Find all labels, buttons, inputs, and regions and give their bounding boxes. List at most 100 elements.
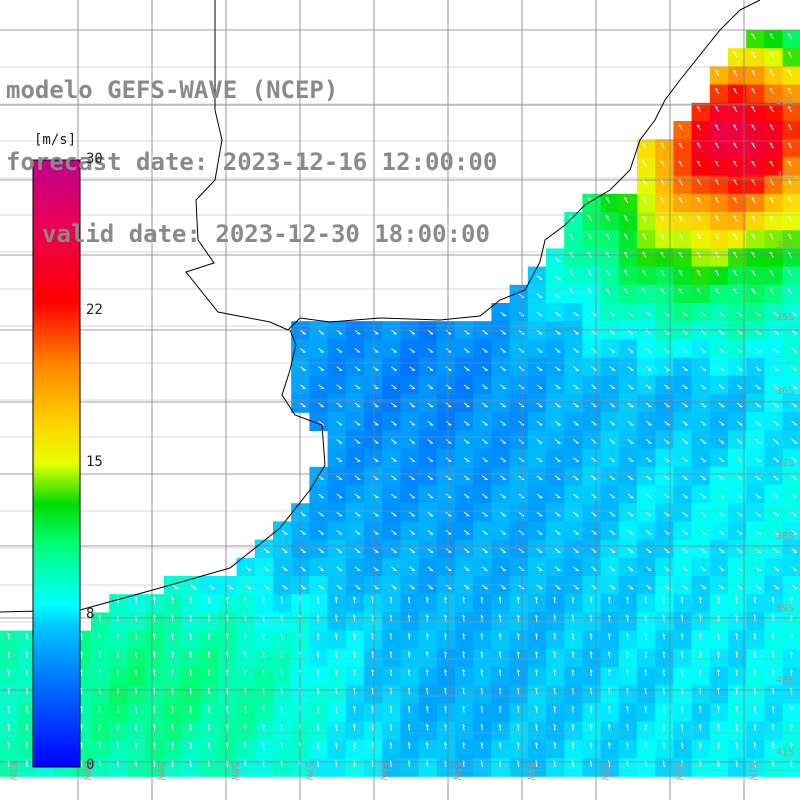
wind-cell xyxy=(309,594,329,613)
wind-cell xyxy=(782,703,800,723)
wind-arrow xyxy=(371,724,374,731)
wind-arrow xyxy=(662,669,665,677)
wind-cell xyxy=(564,721,583,741)
wind-arrow xyxy=(700,457,707,462)
wind-cell xyxy=(709,685,729,704)
wind-arrow xyxy=(427,493,434,499)
wind-arrow xyxy=(300,566,306,571)
wind-arrow-head xyxy=(642,142,646,145)
wind-cell xyxy=(782,648,800,668)
wind-arrow xyxy=(480,706,483,713)
wind-arrow xyxy=(696,233,702,240)
wind-cell xyxy=(600,739,620,759)
wind-arrow xyxy=(735,669,738,677)
wind-arrow xyxy=(645,348,652,353)
wind-cell xyxy=(728,594,747,613)
wind-arrow-head xyxy=(626,724,629,727)
wind-arrow xyxy=(536,311,543,317)
wind-cell xyxy=(491,739,511,759)
wind-cell xyxy=(327,630,347,650)
wind-arrow xyxy=(98,742,101,749)
wind-arrow xyxy=(791,566,798,571)
wind-arrow xyxy=(605,233,611,240)
wind-cell xyxy=(163,667,183,686)
wind-arrow xyxy=(791,366,798,371)
wind-arrow-head xyxy=(171,614,174,618)
wind-arrow xyxy=(696,124,702,131)
wind-arrow-head xyxy=(116,614,120,618)
wind-arrow xyxy=(699,596,702,604)
wind-cell xyxy=(782,485,800,504)
wind-cell xyxy=(418,594,438,613)
wind-cell xyxy=(600,685,620,704)
wind-arrow xyxy=(462,724,465,731)
wind-arrow xyxy=(463,584,470,590)
wind-arrow xyxy=(626,596,629,604)
wind-arrow xyxy=(717,724,720,731)
wind-arrow xyxy=(280,669,283,677)
wind-arrow-head xyxy=(787,87,791,91)
wind-arrow-head xyxy=(769,33,773,36)
wind-arrow xyxy=(280,742,283,749)
wind-cell xyxy=(691,139,711,158)
wind-arrow xyxy=(791,439,798,444)
wind-arrow xyxy=(718,584,725,590)
wind-arrow xyxy=(353,633,356,640)
wind-arrow xyxy=(755,311,761,317)
wind-arrow-head xyxy=(153,633,156,636)
wind-cell xyxy=(163,630,183,650)
wind-cell xyxy=(364,758,383,777)
wind-cell xyxy=(564,284,583,304)
wind-arrow xyxy=(678,142,683,149)
wind-arrow-head xyxy=(735,614,739,618)
wind-arrow xyxy=(733,197,738,204)
wind-cell xyxy=(691,248,711,268)
wind-arrow-head xyxy=(699,742,702,746)
wind-arrow xyxy=(517,742,520,749)
wind-arrow-head xyxy=(262,724,265,727)
wind-arrow xyxy=(571,651,574,658)
wind-arrow xyxy=(25,633,28,640)
wind-arrow-head xyxy=(787,69,791,72)
wind-cell xyxy=(218,721,238,741)
wind-arrow xyxy=(407,742,410,749)
wind-arrow xyxy=(773,348,780,353)
wind-arrow-head xyxy=(696,197,700,200)
wind-arrow-head xyxy=(389,614,393,618)
wind-arrow xyxy=(482,439,488,444)
wind-arrow xyxy=(573,530,579,535)
wind-cell xyxy=(0,630,19,650)
wind-arrow-head xyxy=(426,705,429,709)
wind-cell xyxy=(546,739,565,759)
wind-cell xyxy=(455,594,474,613)
wind-arrow xyxy=(153,687,156,695)
wind-cell xyxy=(309,630,329,650)
wind-cell xyxy=(127,703,147,723)
wind-arrow-head xyxy=(116,633,120,636)
wind-arrow xyxy=(244,687,247,695)
wind-arrow xyxy=(263,584,270,590)
wind-arrow xyxy=(623,233,629,240)
wind-cell xyxy=(709,84,729,104)
wind-arrow xyxy=(771,742,774,749)
wind-arrow xyxy=(262,742,265,749)
wind-cell xyxy=(637,703,656,723)
wind-arrow xyxy=(718,366,725,371)
wind-arrow-head xyxy=(769,87,773,91)
wind-arrow xyxy=(571,687,574,695)
wind-arrow-head xyxy=(226,724,229,727)
wind-arrow xyxy=(171,633,174,640)
wind-arrow xyxy=(718,511,725,517)
wind-arrow-head xyxy=(753,633,757,636)
wind-arrow-head xyxy=(116,596,120,600)
wind-cell xyxy=(345,685,365,704)
wind-arrow xyxy=(736,566,743,571)
wind-arrow xyxy=(536,566,543,571)
wind-arrow xyxy=(718,493,725,499)
wind-cell xyxy=(546,758,565,777)
wind-arrow-head xyxy=(98,705,102,709)
wind-cell xyxy=(764,139,784,158)
wind-arrow xyxy=(500,311,507,317)
wind-arrow xyxy=(773,366,780,371)
wind-arrow xyxy=(609,311,616,317)
